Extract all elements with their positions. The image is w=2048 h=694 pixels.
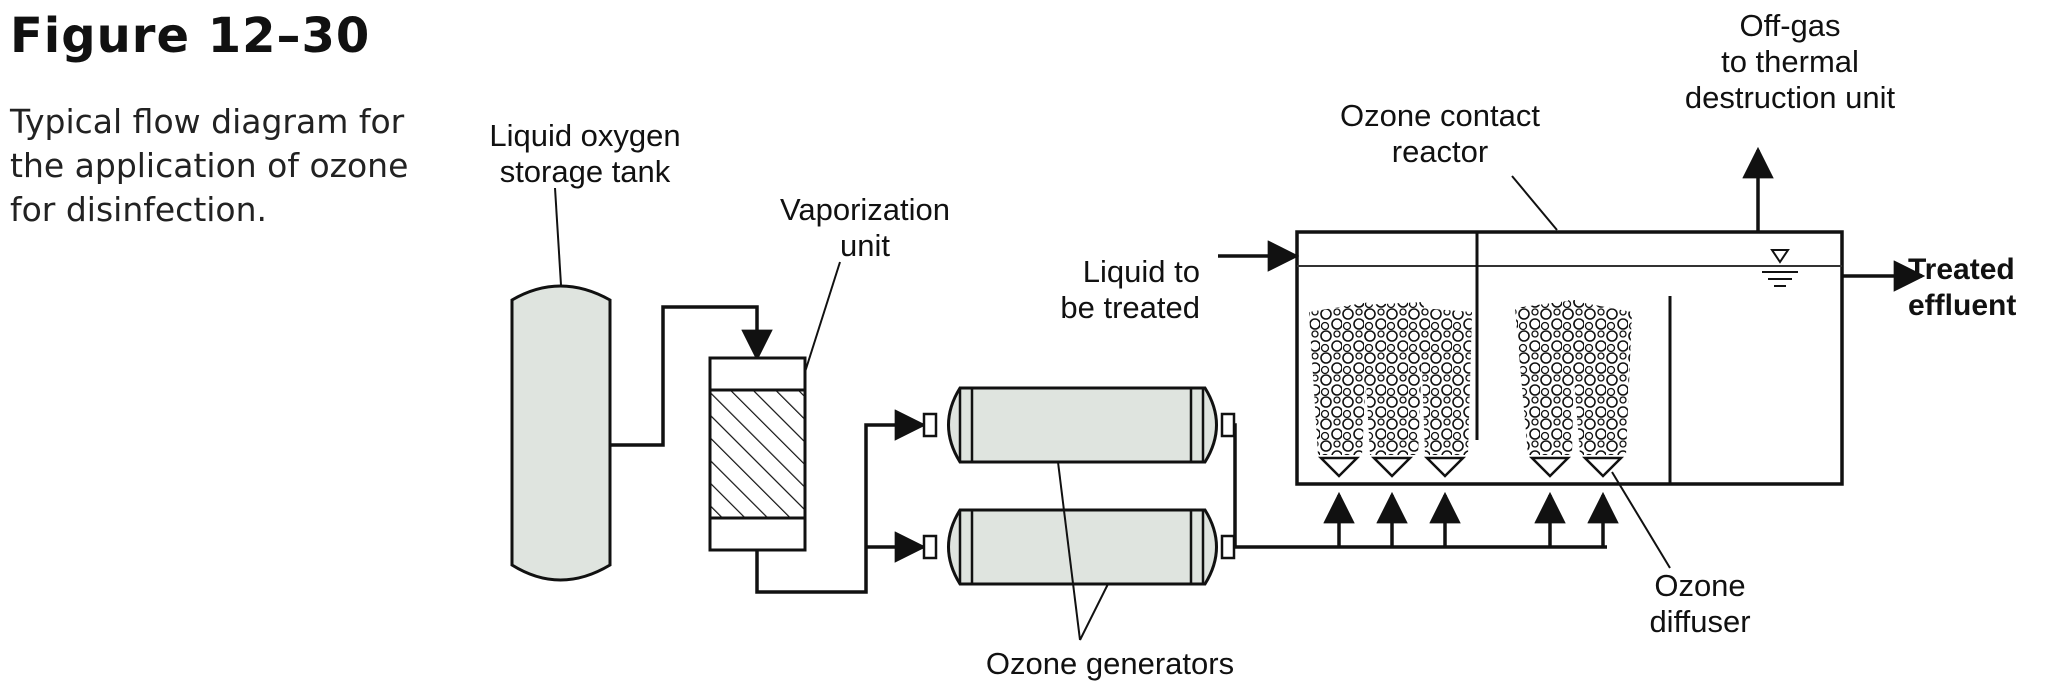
label-vaporization-unit-line-1: Vaporization xyxy=(779,192,951,227)
diffuser-risers xyxy=(1323,491,1619,547)
caption-line-1: Typical flow diagram for xyxy=(10,102,405,141)
pipe-vaporizer-to-generators xyxy=(755,409,927,594)
label-lox-tank: Liquid oxygen storage tank xyxy=(485,118,685,190)
label-vaporization-unit-line-2: unit xyxy=(840,228,890,263)
label-offgas-line-2: to thermal xyxy=(1721,44,1859,79)
label-liquid-in-line-1: Liquid to xyxy=(1082,254,1200,289)
label-contact-reactor: Ozone contact reactor xyxy=(1320,98,1560,170)
label-ozone-diffuser-line-2: diffuser xyxy=(1649,604,1751,639)
label-ozone-diffuser: Ozone diffuser xyxy=(1615,568,1785,640)
label-ozone-diffuser-line-1: Ozone xyxy=(1654,568,1746,603)
vaporization-unit-leader xyxy=(804,261,841,373)
label-ozone-generators-text: Ozone generators xyxy=(985,646,1235,681)
label-vaporization-unit: Vaporization unit xyxy=(775,192,955,264)
figure-title: Figure 12–30 xyxy=(10,8,371,64)
caption-line-2: the application of ozone xyxy=(10,146,409,185)
label-offgas-line-1: Off-gas xyxy=(1739,8,1841,43)
generators-leader-upper xyxy=(1057,461,1081,641)
label-lox-tank-line-1: Liquid oxygen xyxy=(489,118,681,153)
figure-caption: Typical flow diagram for the application… xyxy=(10,100,440,232)
label-contact-reactor-line-1: Ozone contact xyxy=(1340,98,1540,133)
ozone-bubbles xyxy=(1309,300,1632,455)
label-treated-effluent-line-2: effluent xyxy=(1908,289,2017,322)
label-liquid-in: Liquid to be treated xyxy=(1040,254,1200,326)
label-ozone-generators: Ozone generators xyxy=(960,646,1260,682)
ozone-generator-upper xyxy=(922,386,1236,464)
reactor-leader xyxy=(1511,175,1558,231)
pipe-tank-to-vaporizer xyxy=(610,305,773,447)
label-contact-reactor-line-2: reactor xyxy=(1391,134,1489,169)
caption-line-3: for disinfection. xyxy=(10,190,268,229)
label-offgas-line-3: destruction unit xyxy=(1684,80,1896,115)
diffuser-leader xyxy=(1611,471,1671,569)
label-offgas: Off-gas to thermal destruction unit xyxy=(1660,8,1920,116)
lox-storage-tank xyxy=(510,284,612,582)
label-lox-tank-line-2: storage tank xyxy=(499,154,671,189)
lox-tank-leader xyxy=(554,187,562,286)
vaporization-unit xyxy=(708,356,807,552)
ozone-diffusers xyxy=(1317,456,1625,478)
generators-leader-lower xyxy=(1079,583,1109,641)
label-treated-effluent: Treated effluent xyxy=(1908,252,2044,324)
ozone-generator-lower xyxy=(922,508,1236,586)
label-liquid-in-line-2: be treated xyxy=(1060,290,1200,325)
pipe-generator-upper-outlet xyxy=(1233,423,1237,547)
label-treated-effluent-line-1: Treated xyxy=(1908,253,2015,286)
